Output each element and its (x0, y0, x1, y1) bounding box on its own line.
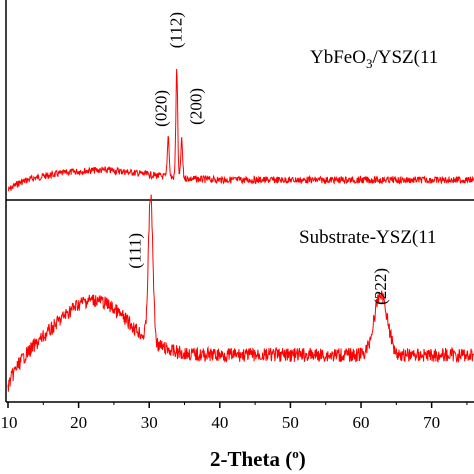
x-tick-label: 60 (353, 413, 370, 432)
x-tick-label: 20 (70, 413, 87, 432)
bottom-peak-labels: (111) (222) (126, 233, 390, 305)
top-panel: (020) (112) (200) YbFeO3/YSZ(11 (7, 12, 474, 192)
bottom-xrd-trace (7, 194, 474, 392)
peak-label: (112) (167, 12, 186, 48)
peak-label: (200) (187, 88, 206, 125)
x-tick-label: 10 (1, 413, 18, 432)
x-tick-label: 70 (423, 413, 440, 432)
peak-label: (222) (371, 268, 390, 305)
top-sample-label-main: YbFeO (310, 47, 366, 68)
x-axis-ticks: 10 20 30 40 50 60 70 (1, 402, 468, 432)
x-tick-label: 30 (141, 413, 158, 432)
peak-label: (020) (151, 90, 170, 127)
x-axis-title-close: ) (299, 447, 306, 471)
top-sample-label-subscript: 3 (366, 56, 373, 71)
bottom-panel: (111) (222) Substrate-YSZ(11 (7, 194, 474, 392)
top-xrd-trace (7, 68, 474, 192)
top-sample-label-rest: /YSZ(11 (372, 47, 438, 68)
bottom-sample-label: Substrate-YSZ(11 (299, 227, 437, 248)
peak-label: (111) (126, 233, 145, 269)
x-tick-label: 50 (282, 413, 299, 432)
x-axis-title-degree: o (292, 446, 299, 461)
x-axis-title: 2-Theta (o) (210, 446, 306, 471)
x-tick-label: 40 (211, 413, 228, 432)
top-peak-labels: (020) (112) (200) (151, 12, 205, 127)
x-axis-title-text: 2-Theta ( (210, 447, 292, 471)
top-sample-label: YbFeO3/YSZ(11 (310, 47, 438, 71)
